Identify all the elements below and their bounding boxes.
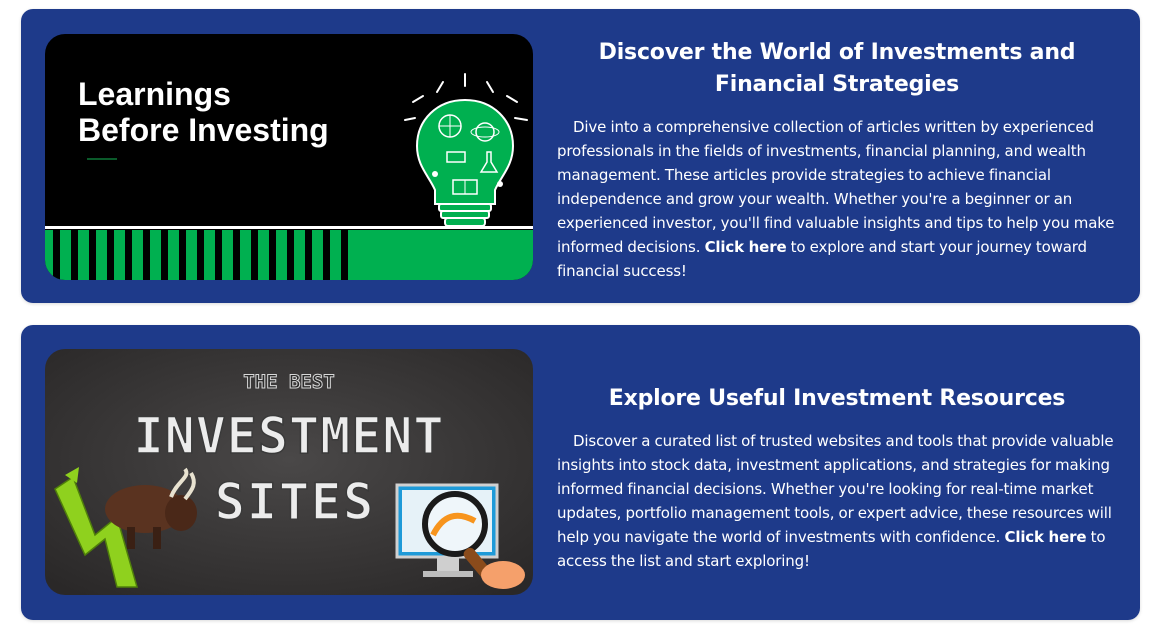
banner-line-2: SITES xyxy=(215,473,376,531)
resources-description: Discover a curated list of trusted websi… xyxy=(557,429,1117,573)
magnifier-monitor-icon xyxy=(395,483,525,589)
articles-click-here-link[interactable]: Click here xyxy=(704,238,787,256)
resources-text: Explore Useful Investment Resources Disc… xyxy=(557,383,1117,573)
description-text-end: to access the list and start exploring! xyxy=(557,528,1106,570)
description-text-end: to explore and start your journey toward… xyxy=(557,238,1087,280)
banner-line-1: Learnings xyxy=(78,76,231,112)
banner-line-2: Before Investing xyxy=(78,112,329,148)
banner-line-1: INVESTMENT xyxy=(133,407,444,465)
resources-card: THE BEST INVESTMENT SITES xyxy=(21,325,1140,620)
bull-chart-icon xyxy=(54,467,197,588)
learnings-before-investing-image[interactable]: Learnings Before Investing xyxy=(45,34,533,280)
description-text: Dive into a comprehensive collection of … xyxy=(557,118,1115,256)
lightbulb-icon xyxy=(404,73,528,227)
articles-description: Dive into a comprehensive collection of … xyxy=(557,115,1117,283)
investment-sites-banner: THE BEST INVESTMENT SITES xyxy=(45,349,533,595)
banner-top-text: THE BEST xyxy=(243,371,335,393)
resources-click-here-link[interactable]: Click here xyxy=(1004,528,1087,546)
best-investment-sites-image[interactable]: THE BEST INVESTMENT SITES xyxy=(45,349,533,595)
resources-title: Explore Useful Investment Resources xyxy=(608,386,1066,411)
learnings-banner: Learnings Before Investing xyxy=(45,34,533,280)
articles-text: Discover the World of Investments and Fi… xyxy=(557,37,1117,283)
articles-title: Discover the World of Investments and Fi… xyxy=(598,40,1076,97)
articles-card: Learnings Before Investing xyxy=(21,9,1140,303)
description-text: Discover a curated list of trusted websi… xyxy=(557,432,1114,546)
